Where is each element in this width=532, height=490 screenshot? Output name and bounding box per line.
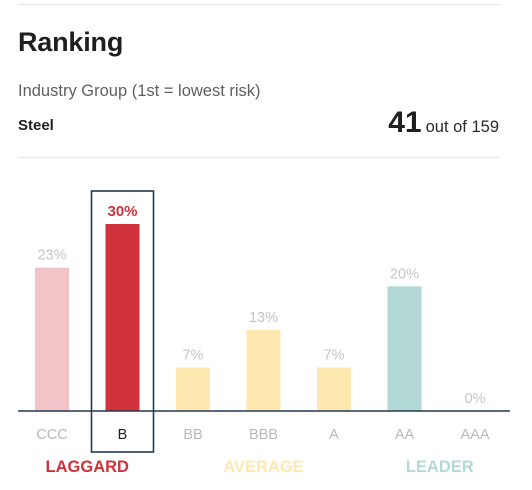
category-label-aa: AA xyxy=(395,427,415,443)
bar-bbb xyxy=(246,329,281,411)
category-label-a: A xyxy=(329,427,339,443)
value-label-ccc: 23% xyxy=(37,248,66,264)
bar-b xyxy=(105,224,140,411)
value-label-bb: 7% xyxy=(183,347,204,363)
industry-group-name: Steel xyxy=(18,117,54,134)
value-label-aa: 20% xyxy=(390,266,419,282)
bar-bb xyxy=(176,367,210,411)
bar-a xyxy=(317,367,351,411)
rank-position: 41 xyxy=(388,106,422,139)
value-label-aaa: 0% xyxy=(465,391,486,407)
value-label-bbb: 13% xyxy=(249,310,278,326)
rank-summary: 41 out of 159 xyxy=(388,106,499,140)
bar-ccc xyxy=(35,267,69,411)
top-divider xyxy=(18,4,500,5)
category-label-ccc: CCC xyxy=(36,427,67,443)
rank-of-total: out of 159 xyxy=(425,118,499,136)
highlight-box-b xyxy=(90,190,155,453)
section-divider xyxy=(18,157,500,158)
group-label-average: AVERAGE xyxy=(223,458,303,476)
bar-aa xyxy=(387,286,422,411)
category-label-aaa: AAA xyxy=(460,427,489,443)
category-label-bbb: BBB xyxy=(249,427,278,443)
value-label-b: 30% xyxy=(107,203,137,220)
group-label-leader: LEADER xyxy=(406,458,474,476)
group-label-laggard: LAGGARD xyxy=(46,458,129,476)
ranking-subtitle: Industry Group (1st = lowest risk) xyxy=(18,82,261,100)
category-label-bb: BB xyxy=(183,427,202,443)
category-label-b: B xyxy=(118,427,128,443)
page-title: Ranking xyxy=(18,27,124,57)
value-label-a: 7% xyxy=(324,347,345,363)
